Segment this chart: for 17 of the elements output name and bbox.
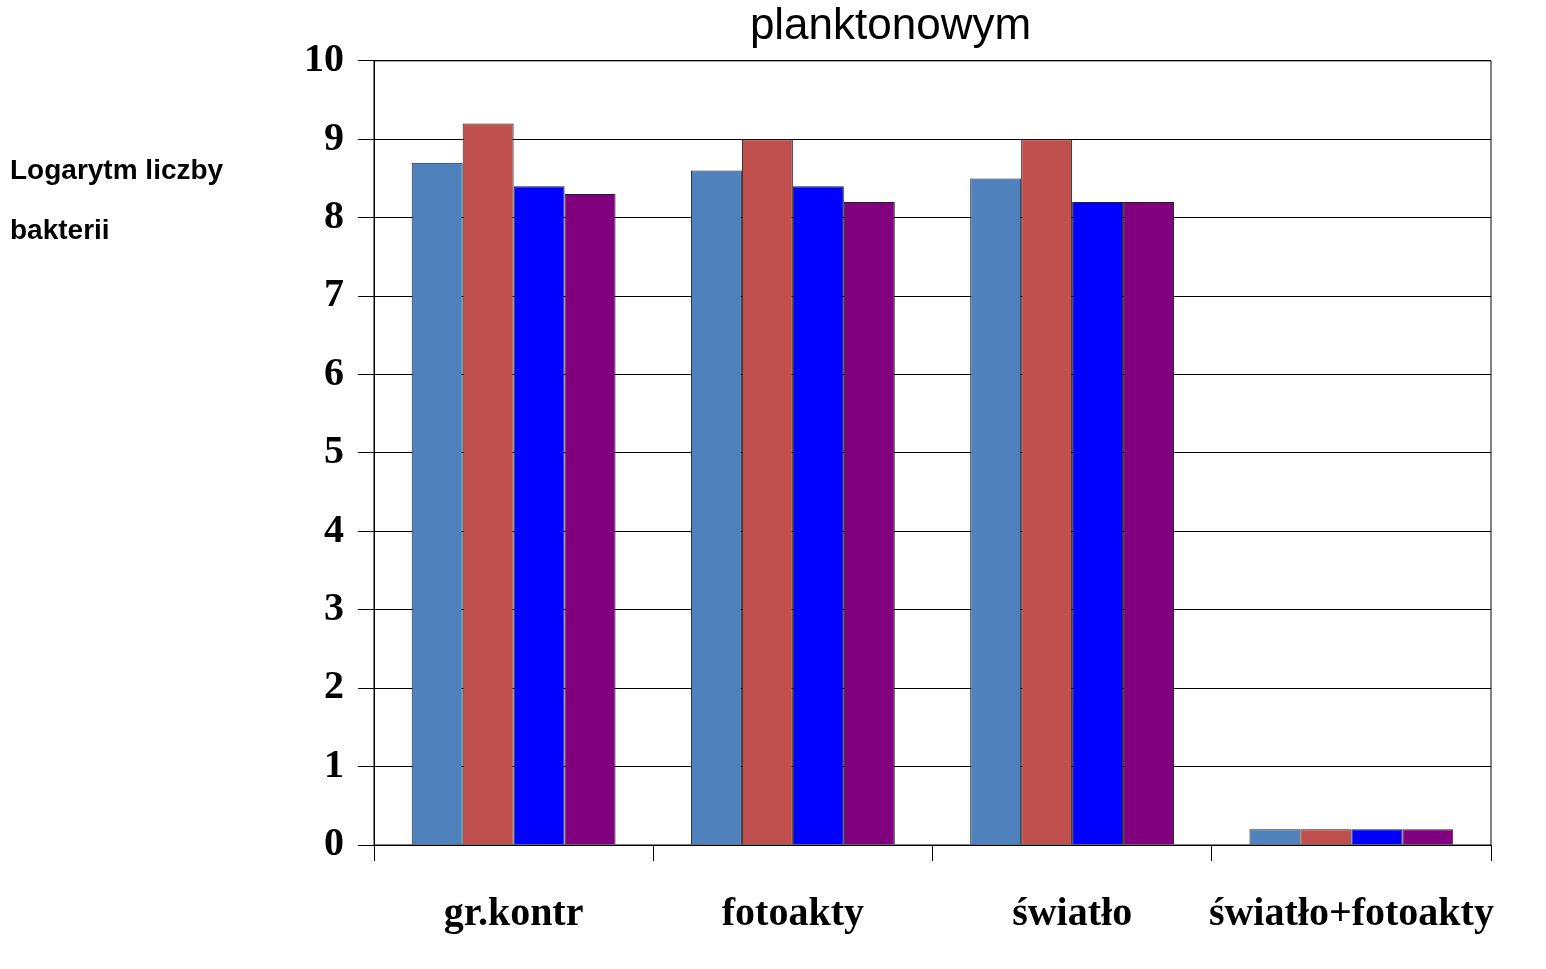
x-tick-label: światło+fotoakty	[1208, 889, 1494, 935]
y-tick-label: 7	[324, 270, 344, 316]
y-tick-label: 9	[324, 113, 344, 159]
x-tick-label: gr.kontr	[443, 889, 584, 935]
x-tick-label: światło	[1012, 889, 1133, 935]
chart-title: planktonowym	[749, 0, 1032, 48]
y-tick-label: 6	[324, 348, 344, 394]
y-tick-label: 1	[324, 740, 344, 786]
x-tick-label: fotoakty	[721, 889, 864, 935]
y-axis-title: Logarytm liczby bakterii	[10, 153, 225, 247]
y-tick-label: 0	[324, 819, 344, 865]
y-tick-label: 10	[304, 35, 344, 81]
y-tick-label: 2	[324, 662, 344, 708]
y-tick-label: 5	[324, 427, 344, 473]
y-tick-label: 4	[324, 505, 344, 551]
y-tick-label: 3	[324, 584, 344, 630]
y-tick-label: 8	[324, 191, 344, 237]
